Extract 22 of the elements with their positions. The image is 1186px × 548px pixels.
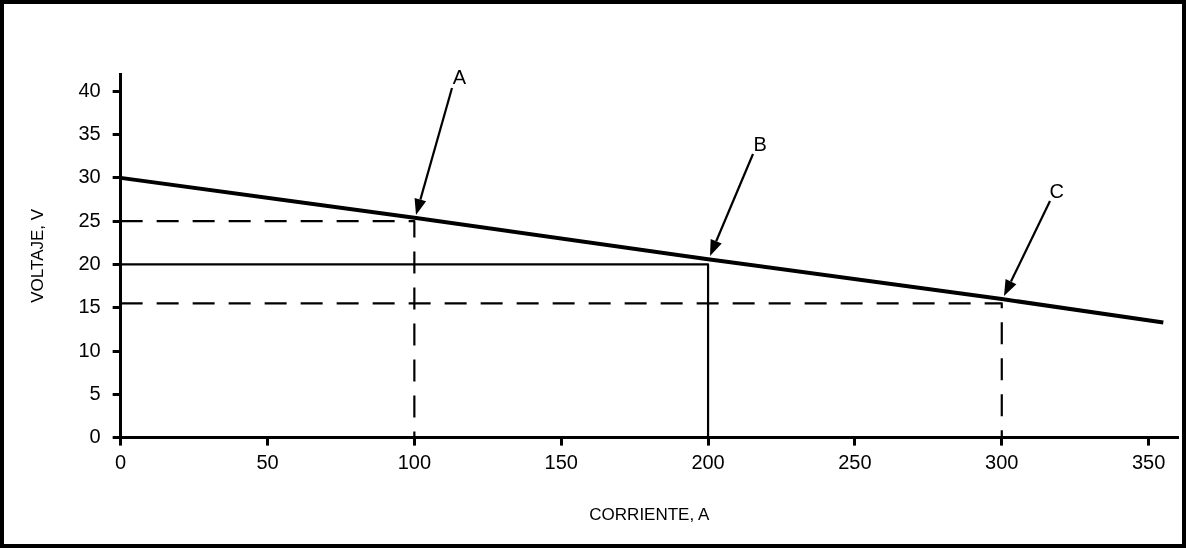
annotation: B bbox=[753, 132, 767, 155]
x-tick-label: 150 bbox=[544, 451, 578, 474]
x-tick-label: 350 bbox=[1131, 451, 1166, 474]
y-tick-label: 10 bbox=[78, 338, 101, 361]
x-tick-label: 50 bbox=[256, 451, 279, 474]
y-tick-label: 5 bbox=[89, 381, 101, 404]
y-tick-label: 15 bbox=[78, 295, 101, 318]
annotation: A bbox=[452, 66, 467, 89]
x-tick-label: 200 bbox=[691, 451, 725, 474]
x-tick-label: 300 bbox=[985, 451, 1019, 474]
y-tick-label: 25 bbox=[78, 208, 101, 231]
x-tick-label: 0 bbox=[115, 451, 127, 474]
x-tick-label: 250 bbox=[838, 451, 872, 474]
y-tick-label: 20 bbox=[78, 251, 101, 274]
annotation: C bbox=[1049, 179, 1064, 202]
y-tick-label: 35 bbox=[78, 122, 101, 145]
x-axis-title: CORRIENTE, A bbox=[589, 505, 710, 525]
y-axis-title: VOLTAJE, V bbox=[27, 208, 47, 303]
y-tick-label: 30 bbox=[78, 165, 101, 188]
y-tick-label: 0 bbox=[89, 425, 101, 448]
x-tick-label: 100 bbox=[397, 451, 432, 474]
y-tick-label: 40 bbox=[78, 78, 101, 101]
